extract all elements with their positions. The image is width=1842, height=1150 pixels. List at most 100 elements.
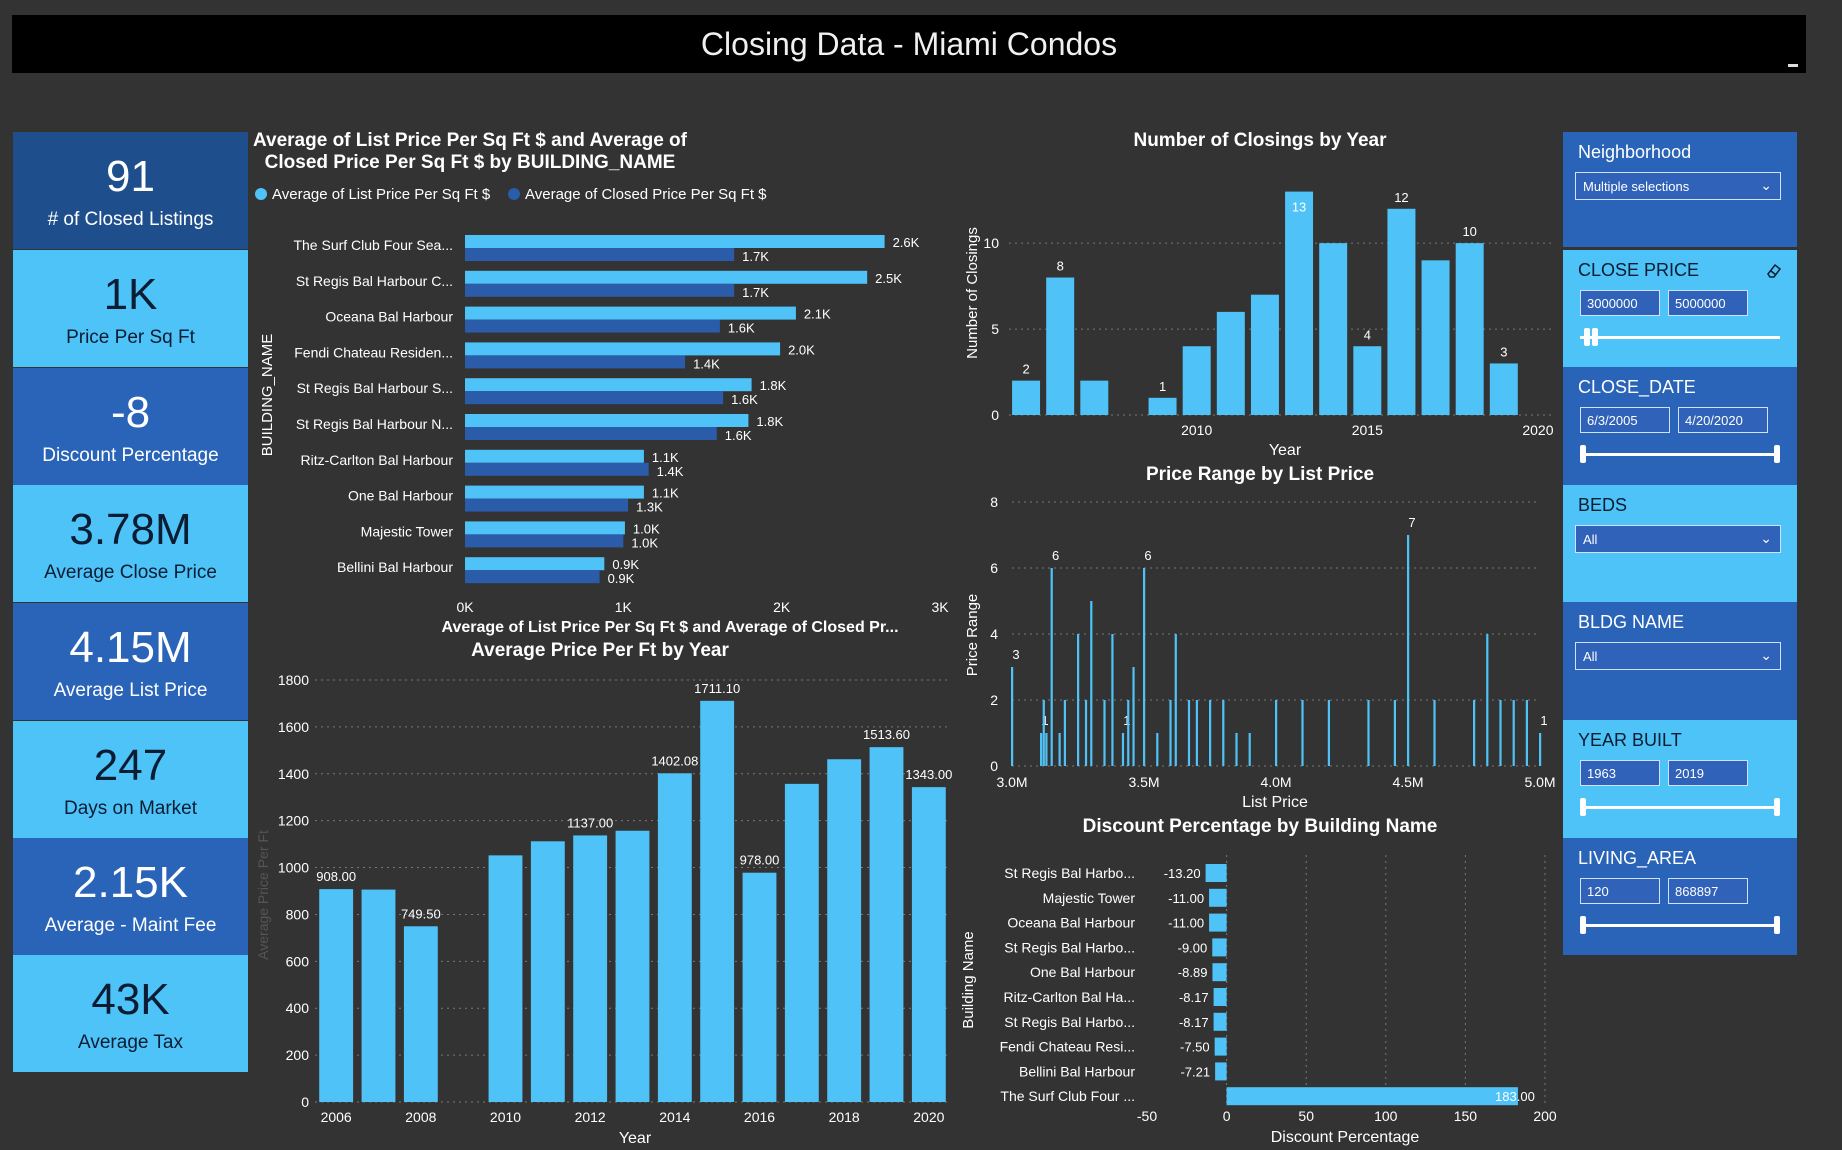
category-label: The Surf Club Four Sea... (293, 237, 453, 253)
bar-avg-price (869, 747, 904, 1102)
y-axis-title: Number of Closings (964, 227, 981, 359)
bar-list-price (465, 235, 885, 248)
living-area-max-input[interactable]: 868897 (1668, 878, 1748, 904)
close-date-end-input[interactable]: 4/20/2020 (1678, 407, 1768, 433)
x-tick-label: 2K (773, 599, 791, 615)
bar-price-range (1084, 700, 1088, 766)
close-date-slider-track[interactable] (1580, 453, 1780, 456)
close-price-min-input[interactable]: 3000000 (1580, 290, 1660, 316)
x-tick-label: 2016 (744, 1109, 775, 1125)
bar-price-range (1143, 568, 1146, 766)
close-date-slider-end-handle[interactable] (1774, 445, 1780, 463)
y-tick-label: 1200 (278, 813, 309, 829)
close-price-label: CLOSE PRICE (1578, 260, 1700, 280)
year-built-max-input[interactable]: 2019 (1668, 760, 1748, 786)
bar-list-price (465, 521, 625, 535)
bar-price-range (1132, 667, 1135, 766)
price-range-chart[interactable]: 0 2 4 6 8 Price Range 3 1 6 1 6 7 1 3.0M 3.5M 4.0M 4.5M 5… (955, 490, 1565, 815)
bar-price-range (1248, 733, 1251, 766)
bar-price-range (1127, 700, 1130, 766)
bar-closed-price (465, 498, 629, 512)
living-area-min-input[interactable]: 120 (1580, 878, 1660, 904)
living-area-slider-max-handle[interactable] (1774, 916, 1780, 934)
bar-avg-price (742, 872, 777, 1102)
close-date-start-input[interactable]: 6/3/2005 (1580, 407, 1670, 433)
bar-price-range (1121, 733, 1125, 766)
bar-discount (1213, 1012, 1227, 1031)
y-tick-label: 5 (991, 321, 999, 337)
x-tick-label: 2014 (659, 1109, 690, 1125)
bar-list-price (465, 342, 781, 356)
x-axis-title: Year (1269, 442, 1302, 459)
bar-avg-price (700, 700, 735, 1102)
neighborhood-dropdown[interactable]: Multiple selections ⌄ (1575, 172, 1781, 200)
data-label-list: 2.0K (788, 342, 815, 357)
kpi-label: Average Close Price (44, 561, 217, 583)
avg-price-by-year-chart[interactable]: 0 200 400 600 800 1000 1200 1400 1600 1800 Average… (250, 665, 960, 1150)
bar-price-range (1327, 700, 1330, 766)
bar-price-range (1174, 634, 1177, 766)
bar-price-range (1539, 733, 1542, 766)
category-label: Oceana Bal Harbour (325, 309, 453, 325)
category-label: Majestic Tower (1043, 890, 1136, 906)
y-tick-label: 200 (286, 1047, 310, 1063)
year-built-slider-max-handle[interactable] (1774, 798, 1780, 816)
bldg-name-value: All (1583, 648, 1598, 664)
bldg-name-dropdown[interactable]: All ⌄ (1575, 642, 1781, 670)
beds-dropdown[interactable]: All ⌄ (1575, 525, 1781, 553)
x-axis-title: Discount Percentage (1271, 1129, 1420, 1146)
neighborhood-slicer: Neighborhood Multiple selections ⌄ (1563, 132, 1797, 247)
bar-price-range (1473, 700, 1476, 766)
legend-label-list: Average of List Price Per Sq Ft $ (272, 186, 491, 203)
bar-price-range (1512, 700, 1515, 766)
list-vs-closed-chart[interactable]: Average of List Price Per Sq Ft $ Average… (250, 180, 960, 640)
close-price-slider-track[interactable] (1580, 336, 1780, 339)
minimize-icon[interactable] (1788, 64, 1798, 67)
data-label: 1137.00 (567, 815, 613, 830)
data-label-list: 1.1K (652, 450, 679, 465)
y-tick-label: 10 (983, 235, 999, 251)
bar-discount (1209, 913, 1227, 932)
bar-price-range (1011, 667, 1014, 766)
bar-price-range (1433, 700, 1436, 766)
y-tick-label: 0 (301, 1094, 309, 1110)
x-tick-label: 2020 (913, 1109, 944, 1125)
eraser-icon[interactable] (1765, 262, 1783, 280)
bar-price-range (1499, 700, 1502, 766)
category-label: Fendi Chateau Resi... (1000, 1039, 1135, 1055)
living-area-slider-track[interactable] (1580, 924, 1780, 927)
x-tick-label: 3K (931, 599, 949, 615)
data-label-list: 1.0K (633, 521, 660, 536)
close-date-slider-start-handle[interactable] (1580, 445, 1586, 463)
kpi-average-close-price: 3.78M Average Close Price (13, 485, 248, 602)
data-label: 12 (1394, 190, 1408, 205)
close-price-slider-min-handle[interactable] (1584, 328, 1590, 346)
x-tick-label: 5.0M (1524, 774, 1555, 790)
close-price-slider-max-handle[interactable] (1592, 328, 1598, 346)
close-date-slicer: CLOSE_DATE 6/3/2005 4/20/2020 (1563, 367, 1797, 485)
chart-title-list-vs-closed: Average of List Price Per Sq Ft $ and Av… (253, 130, 687, 173)
data-label: 1402.08 (651, 753, 698, 768)
bar-price-range (1090, 601, 1093, 766)
bar-avg-price (319, 889, 354, 1102)
bar-closings (1012, 380, 1041, 415)
kpi-label: Average Tax (78, 1031, 183, 1053)
data-label: 10 (1462, 224, 1476, 239)
kpi-label: # of Closed Listings (47, 208, 214, 230)
discount-by-building-chart[interactable]: -50 0 50 100 150 200 Building Name St Regis Bal… (955, 845, 1565, 1150)
x-tick-label: 2020 (1522, 422, 1553, 438)
year-built-slider-track[interactable] (1580, 806, 1780, 809)
category-label: St Regis Bal Harbour C... (296, 273, 453, 289)
year-built-min-input[interactable]: 1963 (1580, 760, 1660, 786)
bar-closings (1148, 397, 1177, 415)
x-tick-label: 2015 (1352, 422, 1383, 438)
bar-avg-price (911, 787, 946, 1102)
bar-price-range (1040, 733, 1043, 766)
y-axis-title: Price Range (964, 594, 981, 677)
year-built-slider-min-handle[interactable] (1580, 798, 1586, 816)
living-area-slider-min-handle[interactable] (1580, 916, 1586, 934)
close-price-max-input[interactable]: 5000000 (1668, 290, 1748, 316)
bar-avg-price (530, 841, 565, 1102)
data-label: 1711.10 (694, 681, 740, 696)
